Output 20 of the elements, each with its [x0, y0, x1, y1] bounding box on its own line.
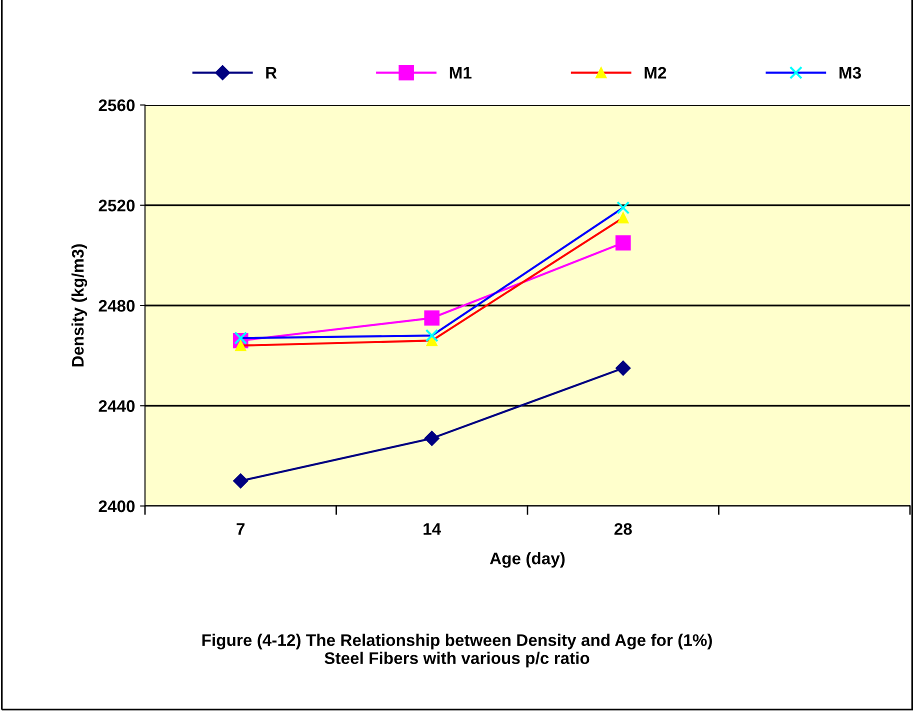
y-tick-label: 2400 — [98, 500, 135, 512]
y-tick-label: 2520 — [98, 200, 135, 212]
y-tick-label: 2560 — [98, 99, 135, 112]
point — [233, 473, 248, 489]
y-tick-label: 2480 — [98, 300, 135, 312]
legend-label: M2 — [644, 66, 666, 79]
legend-label: M1 — [450, 67, 472, 79]
legend-label: M3 — [840, 66, 861, 79]
point — [424, 430, 440, 446]
x-tick-label: 7 — [236, 523, 245, 535]
text: Figure (4-12) The Relationship between Density and Age for (1%) Steel Fibers with various p/c ratio — [202, 634, 712, 668]
legend-label: R — [266, 67, 277, 79]
x-tick-label: 28 — [614, 523, 632, 535]
point — [424, 310, 440, 326]
y-tick-label: 2440 — [98, 400, 135, 412]
x-tick-label: 14 — [424, 523, 442, 535]
point — [616, 360, 631, 376]
y-axis-title: Density (kg/m3) — [71, 244, 88, 366]
x-axis-title: Age (day) — [490, 552, 565, 568]
point — [615, 235, 631, 250]
